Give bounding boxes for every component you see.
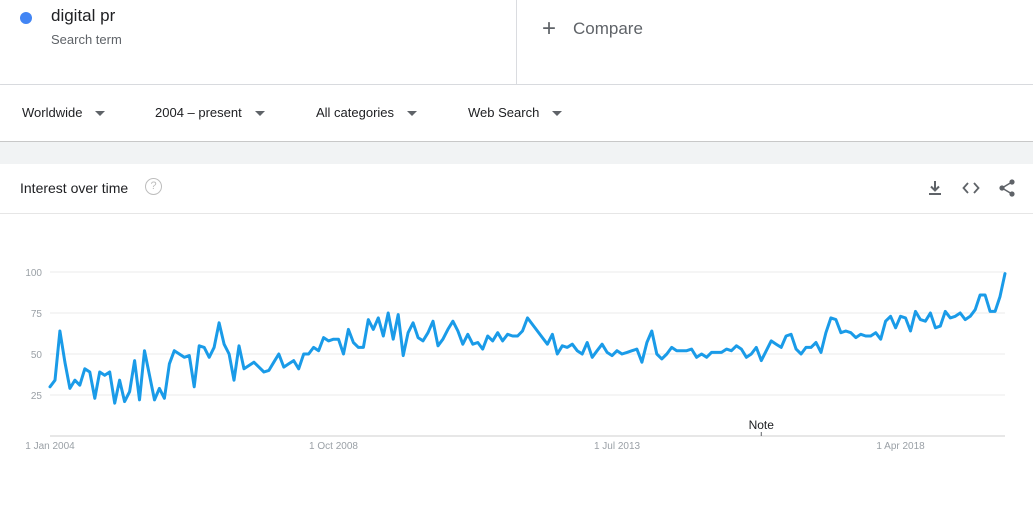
search-term-subtitle: Search term [51,32,122,47]
plus-icon: + [541,15,556,42]
search-term-bar: digital pr Search term + Compare [0,0,1033,85]
note-label[interactable]: Note [749,418,775,432]
search-property-dropdown[interactable]: Web Search [468,105,563,120]
card-title: Interest over time [20,180,129,196]
caret-down-icon [254,110,265,116]
series-line[interactable] [48,272,1007,405]
search-term-card[interactable]: digital pr Search term [0,0,517,84]
y-tick-label: 50 [31,350,43,361]
x-tick-label: 1 Jul 2013 [594,441,641,452]
card-actions [925,178,1017,198]
compare-label: Compare [573,19,643,38]
search-property-label: Web Search [468,105,540,120]
y-tick-label: 100 [25,268,42,279]
search-term-name[interactable]: digital pr [51,6,116,25]
interest-line-chart[interactable]: 25 50 75 100 1 Jan 2004 1 Oct 2008 1 Jul 2013 1… [0,216,1033,466]
region-label: Worldwide [22,105,83,120]
term-color-dot [20,12,32,24]
caret-down-icon [95,110,106,116]
compare-button[interactable]: + Compare [540,16,643,42]
time-range-label: 2004 – present [155,105,242,120]
y-tick-label: 25 [31,391,43,402]
time-range-dropdown[interactable]: 2004 – present [155,105,265,120]
help-icon[interactable]: ? [145,178,162,195]
caret-down-icon [552,110,563,116]
x-tick-label: 1 Apr 2018 [876,441,925,452]
x-tick-label: 1 Jan 2004 [25,441,75,452]
y-tick-label: 75 [31,309,43,320]
interest-over-time-card: Interest over time ? 25 50 75 100 1 Jan 2004… [0,164,1033,513]
category-label: All categories [316,105,395,120]
x-tick-label: 1 Oct 2008 [309,441,358,452]
category-dropdown[interactable]: All categories [316,105,418,120]
filter-bar: Worldwide 2004 – present All categories … [0,85,1033,142]
region-dropdown[interactable]: Worldwide [22,105,106,120]
card-header: Interest over time ? [0,164,1033,214]
share-icon[interactable] [997,178,1017,198]
download-icon[interactable] [925,178,945,198]
caret-down-icon [407,110,418,116]
embed-icon[interactable] [961,178,981,198]
section-divider [0,142,1033,164]
